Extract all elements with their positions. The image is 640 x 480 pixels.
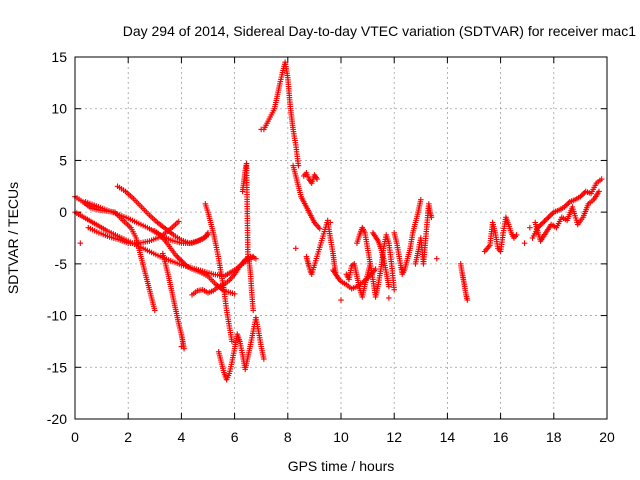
data-point <box>253 255 259 262</box>
data-point <box>433 255 440 262</box>
data-point <box>428 214 435 221</box>
data-point <box>295 162 302 169</box>
x-tick-label: 20 <box>599 429 615 445</box>
data-point <box>596 188 602 195</box>
data-point <box>261 356 267 362</box>
data-point <box>399 266 405 272</box>
data-point <box>152 307 158 314</box>
data-point <box>386 283 392 290</box>
data-point <box>386 295 392 301</box>
grid-lines <box>75 57 607 419</box>
data-point <box>314 176 320 182</box>
data-points <box>72 59 605 383</box>
data-point <box>598 176 605 182</box>
x-tick-label: 6 <box>231 429 239 445</box>
chart-title: Day 294 of 2014, Sidereal Day-to-day VTE… <box>123 23 636 39</box>
data-point <box>316 225 323 232</box>
data-point <box>547 213 553 219</box>
data-point <box>527 224 533 231</box>
data-point <box>541 218 548 224</box>
x-tick-label: 2 <box>124 429 132 445</box>
data-point <box>418 196 424 203</box>
data-point <box>372 266 379 272</box>
data-point <box>258 126 264 133</box>
data-point <box>548 211 554 218</box>
data-point <box>581 189 588 196</box>
y-tick-label: -5 <box>55 256 68 272</box>
data-point <box>544 215 550 222</box>
y-tick-label: -20 <box>47 411 67 427</box>
plot-frame <box>74 56 608 420</box>
data-point <box>540 219 546 226</box>
data-point <box>177 256 183 263</box>
data-point <box>292 245 299 252</box>
data-point <box>464 297 471 303</box>
y-tick-label: -15 <box>47 359 67 375</box>
data-point <box>229 338 235 345</box>
y-tick-label: 0 <box>59 204 67 220</box>
data-point <box>175 255 182 261</box>
x-tick-label: 0 <box>71 429 79 445</box>
data-point <box>545 214 552 221</box>
y-tick-label: 10 <box>51 101 67 117</box>
data-point <box>521 240 528 246</box>
data-point <box>250 307 257 314</box>
data-point <box>327 219 334 226</box>
data-point <box>205 230 211 236</box>
y-tick-label: -10 <box>47 308 67 324</box>
y-tick-label: 5 <box>59 152 67 168</box>
x-tick-label: 8 <box>284 429 292 445</box>
x-tick-label: 14 <box>440 429 456 445</box>
data-point <box>338 297 344 303</box>
data-point <box>178 343 185 350</box>
data-point <box>539 220 545 227</box>
data-point <box>174 254 181 260</box>
x-tick-label: 4 <box>178 429 186 445</box>
y-axis-label: SDTVAR / TECUs <box>5 182 21 294</box>
data-point <box>391 286 397 293</box>
data-point <box>564 201 570 208</box>
y-tick-label: 15 <box>51 49 67 65</box>
x-axis-label: GPS time / hours <box>288 458 395 474</box>
data-point <box>231 291 238 297</box>
x-tick-label: 10 <box>333 429 349 445</box>
data-point <box>175 218 182 225</box>
x-tick-label: 16 <box>493 429 509 445</box>
x-tick-label: 18 <box>546 429 562 445</box>
data-point <box>543 217 549 223</box>
data-point <box>77 240 84 246</box>
x-tick-label: 12 <box>386 429 402 445</box>
data-point <box>513 232 520 238</box>
